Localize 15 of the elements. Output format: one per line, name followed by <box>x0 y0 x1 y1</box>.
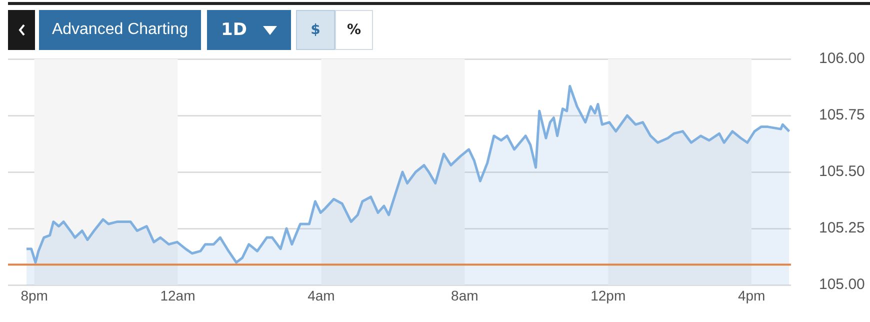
text: 1D <box>221 20 247 40</box>
y-tick-label: 105.75 <box>819 106 865 124</box>
x-tick-label: 4pm <box>738 287 766 304</box>
y-tick-label: 105.00 <box>819 276 865 294</box>
y-tick-label: 106.00 <box>819 50 865 68</box>
text: $ <box>310 22 320 38</box>
x-tick-label: 12am <box>160 287 196 304</box>
x-tick-label: 8am <box>451 287 478 304</box>
text: % <box>346 22 362 38</box>
y-tick-label: 105.25 <box>819 220 865 237</box>
x-tick-label: 4am <box>308 287 335 304</box>
text: Advanced Charting <box>52 21 188 39</box>
y-tick-label: 105.50 <box>819 163 865 180</box>
x-tick-label: 8pm <box>20 287 48 304</box>
x-tick-label: 12pm <box>590 287 626 304</box>
